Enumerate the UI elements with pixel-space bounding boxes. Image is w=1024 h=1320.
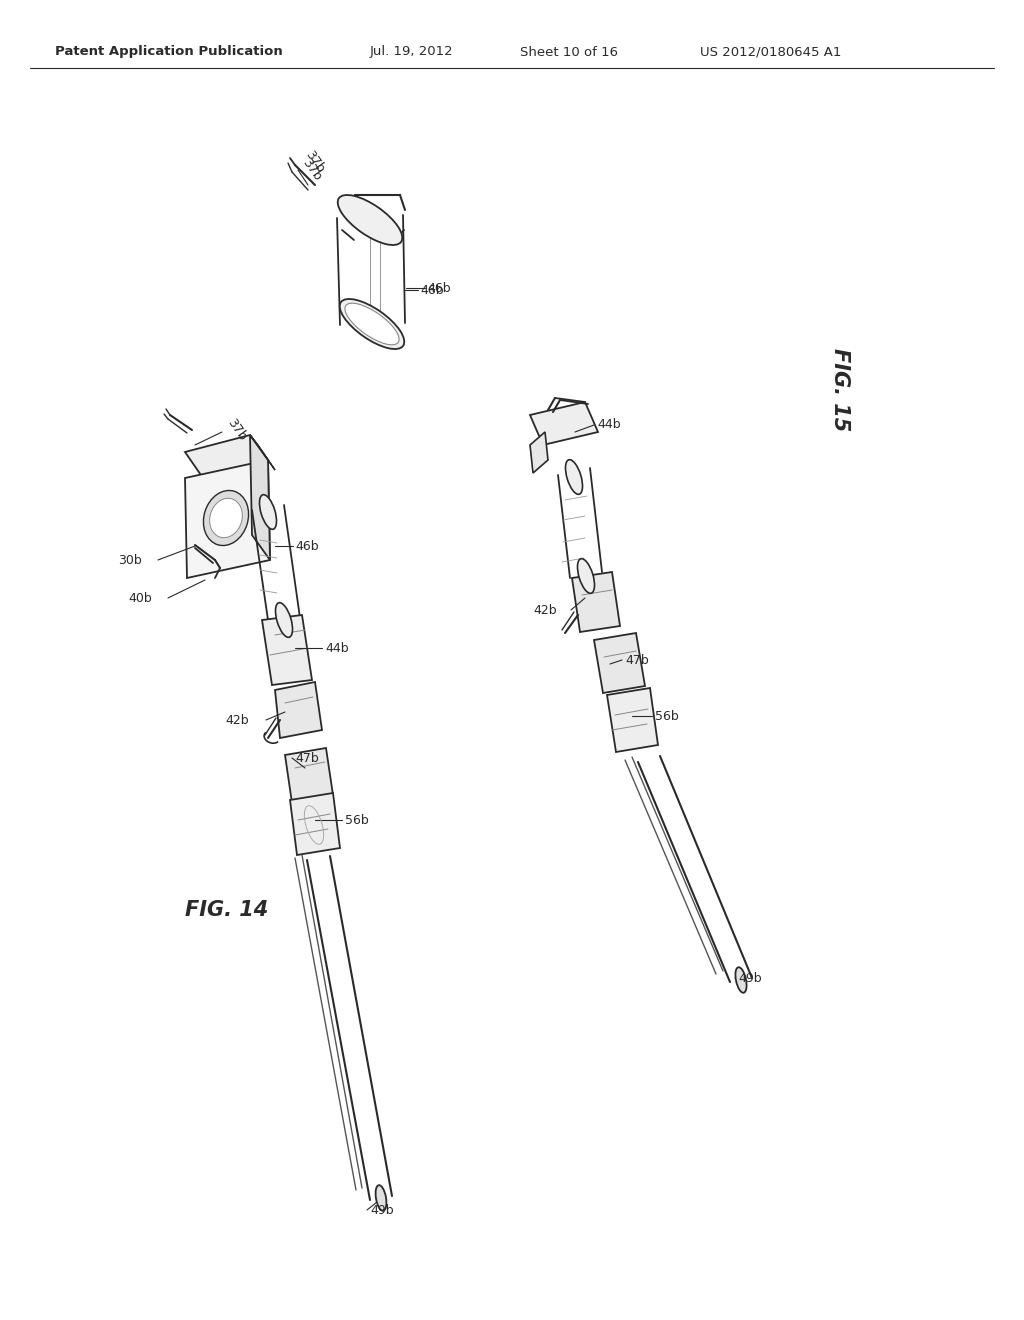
Text: FIG. 14: FIG. 14	[185, 900, 268, 920]
Text: 37b: 37b	[300, 157, 325, 183]
Text: 49b: 49b	[738, 972, 762, 985]
Polygon shape	[594, 634, 645, 693]
Ellipse shape	[565, 459, 583, 494]
Text: 46b: 46b	[427, 281, 451, 294]
Ellipse shape	[210, 499, 243, 537]
Polygon shape	[275, 682, 322, 738]
Text: 44b: 44b	[325, 642, 348, 655]
Polygon shape	[250, 436, 275, 470]
Text: 42b: 42b	[534, 603, 557, 616]
Ellipse shape	[578, 558, 595, 593]
Text: 56b: 56b	[655, 710, 679, 722]
Text: 44b: 44b	[597, 418, 621, 432]
Polygon shape	[262, 615, 312, 685]
Text: 37b: 37b	[303, 149, 328, 176]
Text: FIG. 15: FIG. 15	[830, 348, 850, 432]
Ellipse shape	[345, 304, 399, 345]
Polygon shape	[607, 688, 658, 752]
Polygon shape	[290, 793, 340, 855]
Text: 40b: 40b	[128, 591, 152, 605]
Ellipse shape	[340, 298, 404, 348]
Ellipse shape	[735, 968, 746, 993]
Text: 46b: 46b	[295, 540, 318, 553]
Polygon shape	[185, 459, 270, 578]
Text: 47b: 47b	[295, 751, 318, 764]
Text: 47b: 47b	[625, 653, 649, 667]
Ellipse shape	[376, 1185, 386, 1210]
Text: 49b: 49b	[370, 1204, 393, 1217]
Ellipse shape	[275, 603, 293, 638]
Text: 30b: 30b	[118, 553, 141, 566]
Text: 56b: 56b	[345, 813, 369, 826]
Text: Patent Application Publication: Patent Application Publication	[55, 45, 283, 58]
Polygon shape	[572, 572, 620, 632]
Text: Sheet 10 of 16: Sheet 10 of 16	[520, 45, 618, 58]
Text: US 2012/0180645 A1: US 2012/0180645 A1	[700, 45, 842, 58]
Ellipse shape	[259, 495, 276, 529]
Text: 42b: 42b	[225, 714, 249, 726]
Polygon shape	[185, 436, 268, 478]
Polygon shape	[530, 432, 548, 473]
Text: Jul. 19, 2012: Jul. 19, 2012	[370, 45, 454, 58]
Ellipse shape	[338, 195, 402, 246]
Ellipse shape	[204, 491, 249, 545]
Polygon shape	[250, 436, 270, 560]
Polygon shape	[530, 403, 598, 445]
Text: 46b: 46b	[420, 284, 443, 297]
Polygon shape	[285, 748, 333, 803]
Text: 37b: 37b	[225, 417, 249, 444]
